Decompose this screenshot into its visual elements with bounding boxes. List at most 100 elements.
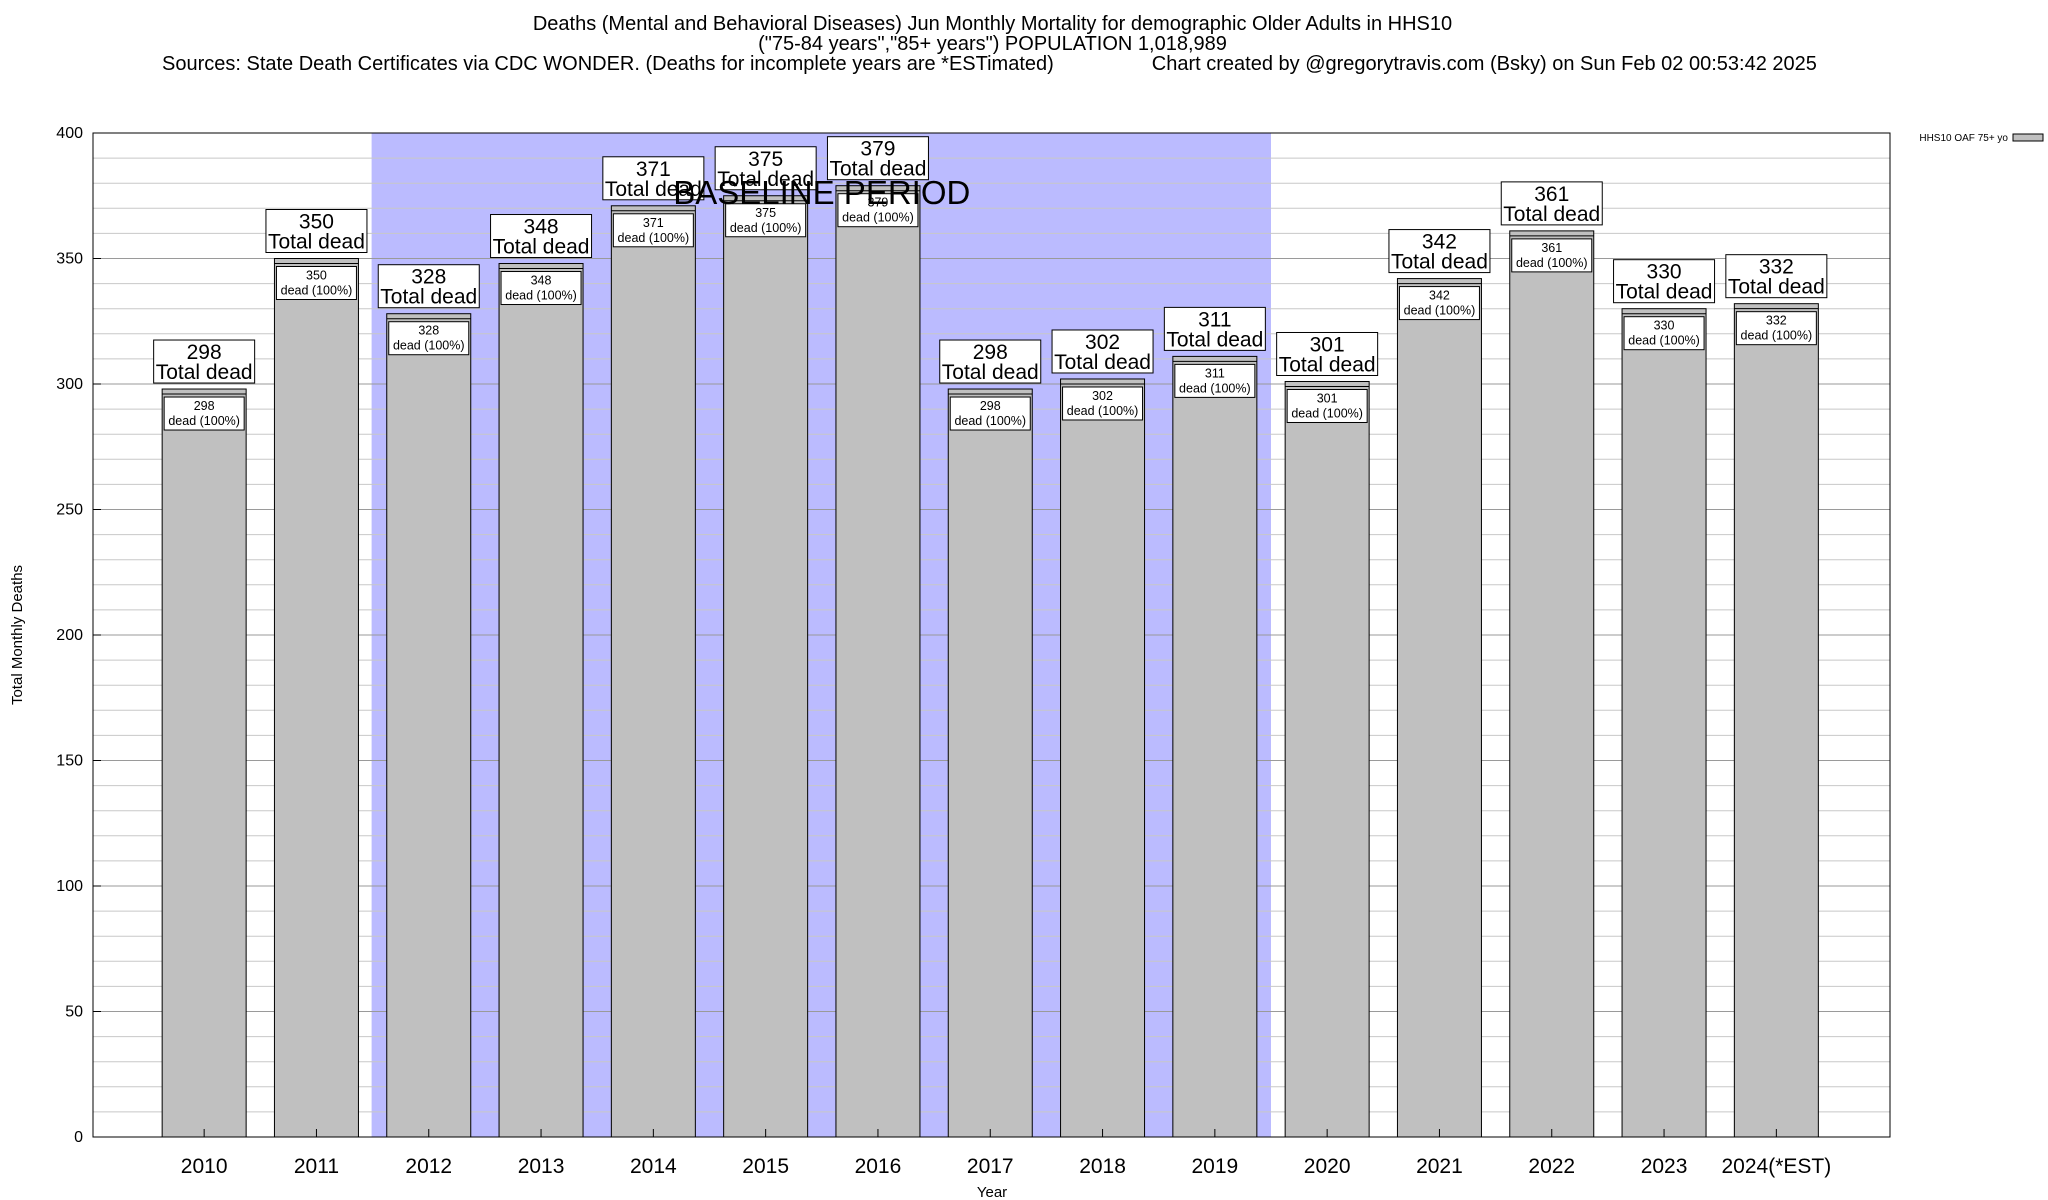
inner-percent-label: dead (100%) <box>1516 256 1588 270</box>
inner-value-label: 311 <box>1205 366 1225 380</box>
inner-label-box <box>388 321 470 356</box>
total-dead-label: Total dead <box>493 236 590 259</box>
y-axis-label: Total Monthly Deaths <box>9 565 26 705</box>
legend-swatch <box>2012 133 2044 142</box>
inner-percent-label: dead (100%) <box>618 231 690 245</box>
total-value-label: 330 <box>1647 261 1682 284</box>
inner-percent-label: dead (100%) <box>1628 334 1700 348</box>
inner-value-label: 361 <box>1541 241 1562 255</box>
x-tick-label: 2020 <box>1304 1155 1351 1178</box>
inner-value-label: 328 <box>418 324 439 338</box>
x-tick-label: 2013 <box>518 1155 565 1178</box>
chart-title: Deaths (Mental and Behavioral Diseases) … <box>532 13 1453 35</box>
inner-label-box <box>1511 238 1593 273</box>
total-value-label: 371 <box>636 158 671 181</box>
bar <box>161 388 247 1138</box>
bar <box>835 185 921 1138</box>
total-dead-label: Total dead <box>829 158 926 181</box>
inner-label-box <box>612 213 694 248</box>
inner-percent-label: dead (100%) <box>954 414 1026 428</box>
total-label-box <box>153 339 256 384</box>
bar <box>1284 380 1370 1138</box>
bar <box>723 195 809 1138</box>
x-tick-label: 2024(*EST) <box>1721 1155 1831 1178</box>
inner-label-box <box>1398 286 1480 321</box>
bar <box>273 258 359 1138</box>
y-tick-label: 150 <box>56 753 83 770</box>
total-value-label: 311 <box>1198 308 1231 331</box>
total-label-box <box>490 214 593 259</box>
inner-label-box <box>837 193 919 228</box>
inner-percent-label: dead (100%) <box>1179 381 1251 395</box>
x-tick-label: 2012 <box>405 1155 452 1178</box>
inner-label-box <box>1286 388 1368 423</box>
bar <box>1509 230 1595 1138</box>
inner-value-label: 371 <box>643 216 664 230</box>
total-label-box <box>1276 331 1379 376</box>
bar <box>610 205 696 1138</box>
inner-percent-label: dead (100%) <box>505 289 577 303</box>
total-dead-label: Total dead <box>717 168 814 191</box>
inner-percent-label: dead (100%) <box>1404 304 1476 318</box>
total-dead-label: Total dead <box>1166 328 1263 351</box>
x-tick-label: 2016 <box>855 1155 902 1178</box>
total-value-label: 301 <box>1310 333 1345 356</box>
total-dead-label: Total dead <box>1391 251 1488 274</box>
inner-value-label: 348 <box>531 274 552 288</box>
inner-label-box <box>1623 316 1705 351</box>
total-label-box <box>602 156 705 201</box>
inner-percent-label: dead (100%) <box>1067 404 1139 418</box>
inner-percent-label: dead (100%) <box>842 211 914 225</box>
total-value-label: 332 <box>1759 256 1794 279</box>
total-label-box <box>939 339 1042 384</box>
total-label-box <box>265 209 368 253</box>
total-label-box <box>1500 181 1603 226</box>
chart-title-block: Deaths (Mental and Behavioral Diseases) … <box>0 14 1985 74</box>
chart-sources: Sources: State Death Certificates via CD… <box>162 53 1054 75</box>
bar <box>498 263 584 1138</box>
bar <box>1060 378 1146 1138</box>
legend-label: HHS10 OAF 75+ yo <box>1919 133 2008 144</box>
y-tick-label: 250 <box>56 502 83 519</box>
plot-frame <box>92 132 1891 1138</box>
inner-value-label: 332 <box>1766 314 1787 328</box>
x-tick-label: 2023 <box>1641 1155 1688 1178</box>
total-label-box <box>1163 306 1266 351</box>
total-label-box <box>826 136 929 181</box>
total-value-label: 342 <box>1422 231 1457 254</box>
total-value-label: 328 <box>411 266 446 289</box>
total-value-label: 375 <box>748 148 783 171</box>
bar <box>1172 355 1258 1138</box>
total-value-label: 302 <box>1085 331 1120 354</box>
total-value-label: 348 <box>524 216 559 239</box>
chart-sources-line: Sources: State Death Certificates via CD… <box>0 54 1985 74</box>
inner-value-label: 375 <box>755 206 776 220</box>
x-tick-label: 2021 <box>1416 1155 1463 1178</box>
x-tick-label: 2014 <box>630 1155 677 1178</box>
y-tick-label: 0 <box>74 1129 83 1146</box>
bar <box>386 313 472 1138</box>
total-dead-label: Total dead <box>1728 276 1825 299</box>
inner-value-label: 298 <box>980 399 1001 413</box>
inner-value-label: 301 <box>1317 391 1338 405</box>
total-value-label: 361 <box>1534 183 1569 206</box>
total-dead-label: Total dead <box>380 286 477 309</box>
total-label-box <box>377 264 480 309</box>
bar <box>1621 308 1707 1138</box>
x-axis-label: Year <box>977 1184 1007 1200</box>
total-dead-label: Total dead <box>942 361 1039 384</box>
inner-label-box <box>500 271 582 306</box>
total-dead-label: Total dead <box>1616 281 1713 304</box>
inner-label-box <box>1062 386 1144 421</box>
total-value-label: 350 <box>299 211 334 234</box>
total-value-label: 379 <box>860 138 895 161</box>
y-tick-label: 100 <box>56 878 83 895</box>
total-value-label: 298 <box>973 341 1008 364</box>
x-tick-label: 2022 <box>1528 1155 1575 1178</box>
x-tick-label: 2019 <box>1191 1155 1238 1178</box>
inner-percent-label: dead (100%) <box>730 221 802 235</box>
x-tick-label: 2011 <box>294 1155 339 1178</box>
x-tick-label: 2010 <box>181 1155 228 1178</box>
inner-label-box <box>1735 311 1817 346</box>
